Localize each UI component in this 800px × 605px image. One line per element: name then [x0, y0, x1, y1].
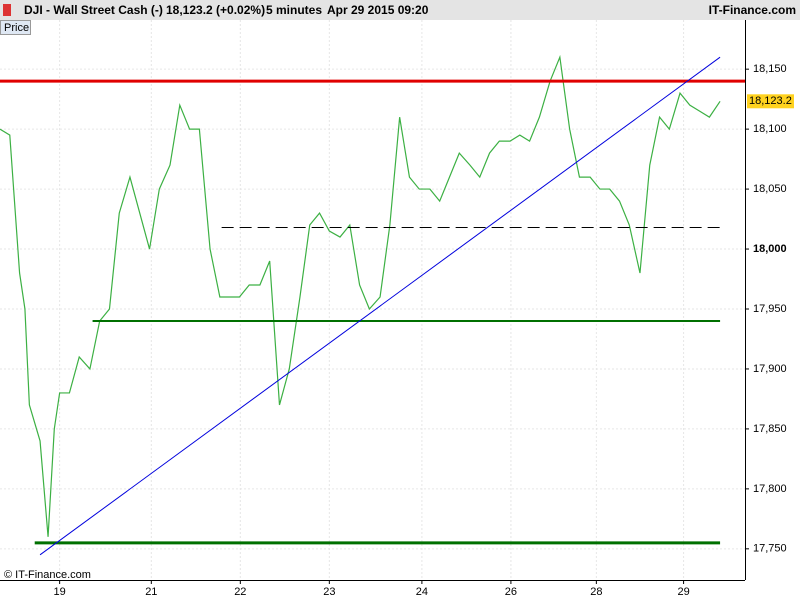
x-tick-label: 19 [54, 586, 66, 598]
icon [3, 4, 11, 16]
x-tick-label: 29 [677, 586, 689, 598]
y-tick-label: 18,100 [753, 123, 787, 135]
x-tick-label: 22 [234, 586, 246, 598]
x-tick-label: 23 [323, 586, 335, 598]
y-tick-label: 18,050 [753, 183, 787, 195]
datetime: Apr 29 2015 09:20 [327, 3, 429, 17]
header-bar [0, 0, 800, 20]
y-tick-label: 17,900 [753, 363, 787, 375]
brand: IT-Finance.com [709, 3, 796, 17]
last-value-label: 18,123.2 [749, 95, 792, 107]
y-tick-label: 17,750 [753, 543, 787, 555]
tab-label[interactable]: Price [4, 22, 29, 34]
quote: 18,123.2 (+0.02%) [166, 3, 265, 17]
y-tick-label: 18,000 [753, 243, 787, 255]
symbol: DJI - Wall Street Cash (-) [24, 3, 163, 17]
price-line [0, 54, 721, 537]
x-tick-label: 26 [505, 586, 517, 598]
y-tick-label: 17,950 [753, 303, 787, 315]
last-value-box [747, 94, 794, 109]
interval: 5 minutes [266, 3, 322, 17]
x-tick-label: 28 [590, 586, 602, 598]
y-tick-label: 18,150 [753, 63, 787, 75]
drawn-line [39, 56, 721, 556]
x-tick-label: 21 [145, 586, 157, 598]
tab[interactable] [0, 20, 31, 35]
copyright: © IT-Finance.com [4, 569, 91, 581]
y-tick-label: 17,850 [753, 423, 787, 435]
y-tick-label: 17,800 [753, 483, 787, 495]
x-tick-label: 24 [416, 586, 428, 598]
